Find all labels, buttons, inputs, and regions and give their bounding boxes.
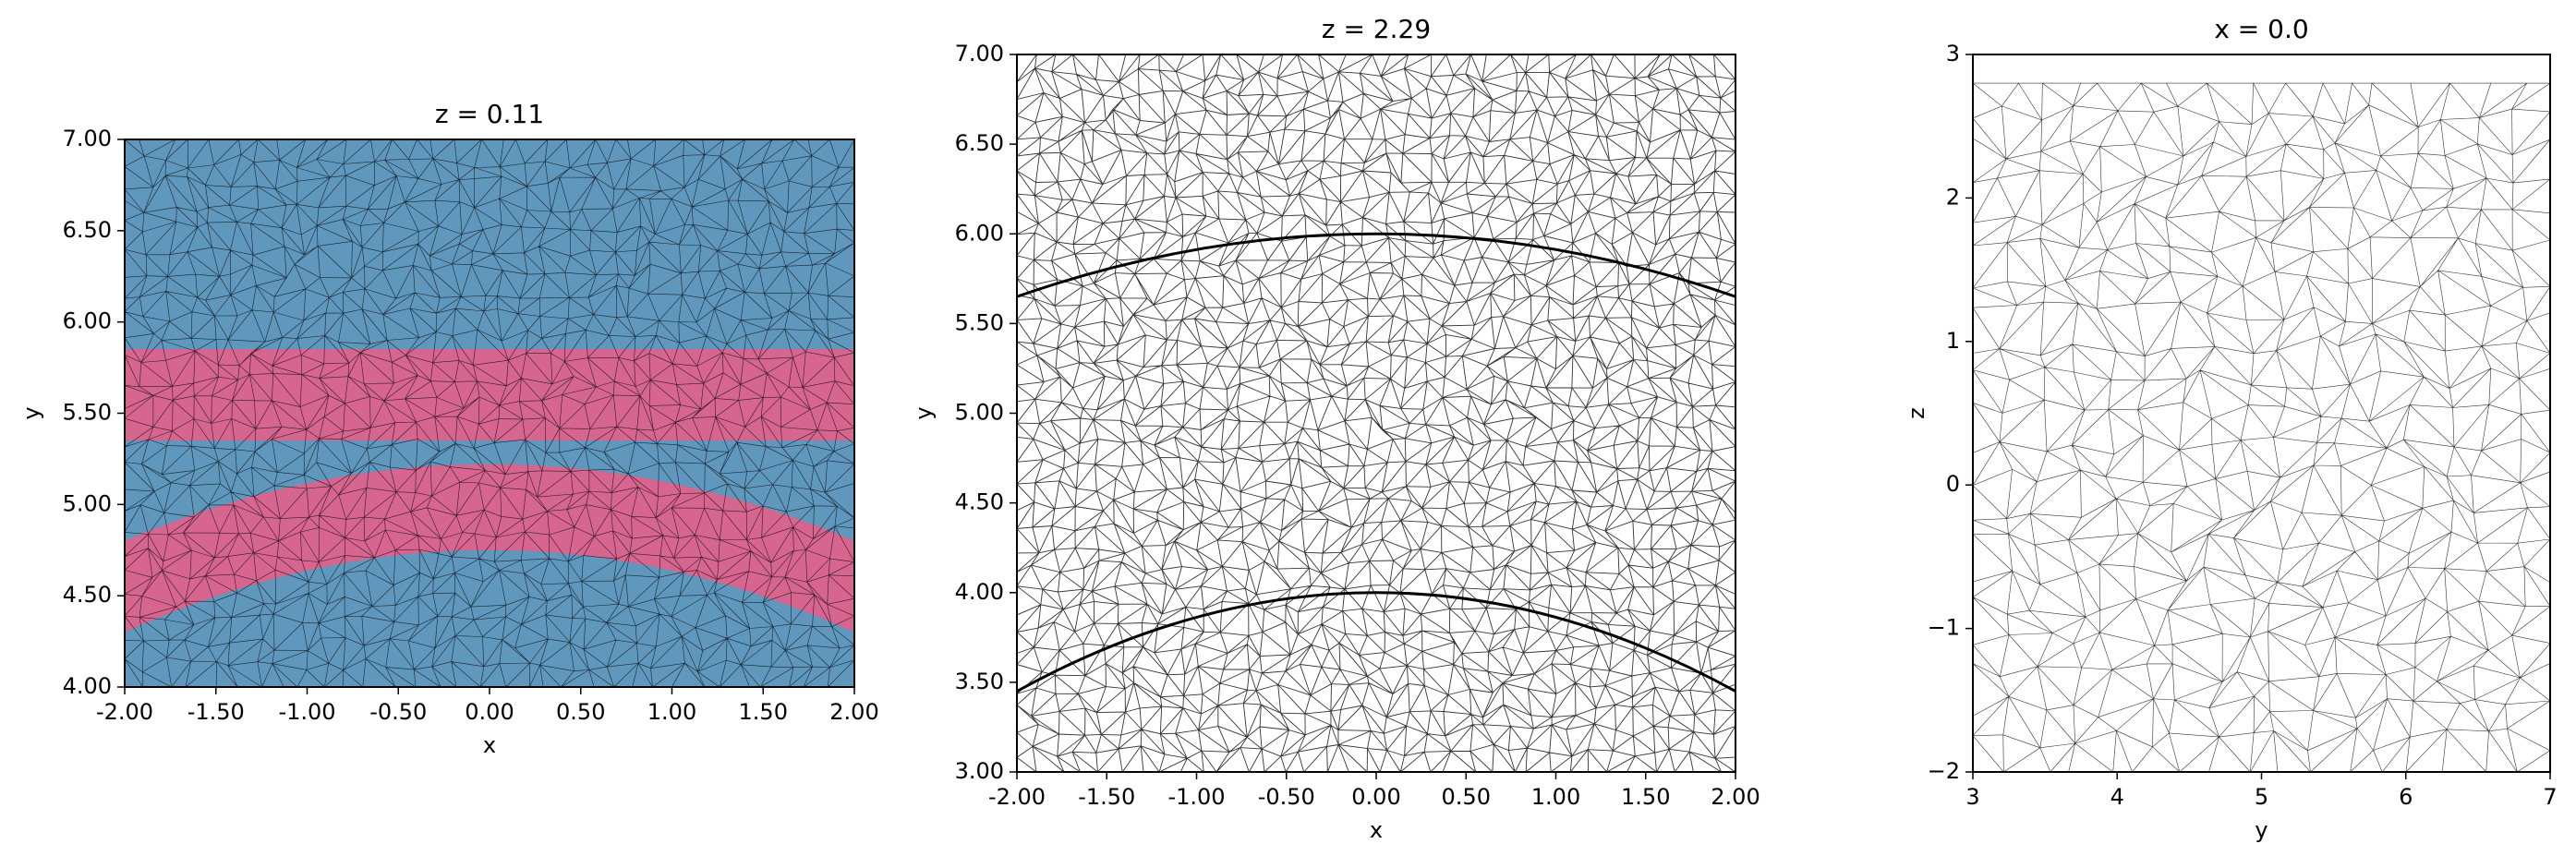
plot-area: [125, 139, 854, 687]
y-tick-label: 5.50: [955, 309, 1004, 335]
y-axis-label: y: [18, 406, 44, 419]
x-axis-label: x: [483, 732, 496, 758]
x-tick-label: 1.50: [1621, 784, 1670, 810]
y-tick-label: 3.50: [955, 669, 1004, 694]
x-tick-label: 5: [2255, 784, 2268, 810]
y-tick-label: 1: [1946, 328, 1960, 354]
y-tick-label: 4.00: [955, 579, 1004, 605]
y-tick-label: 7.00: [955, 41, 1004, 66]
region-curved-band: [125, 464, 854, 633]
x-tick-label: 0.50: [556, 699, 605, 725]
x-tick-label: -0.50: [369, 699, 427, 725]
x-tick-label: -1.50: [1078, 784, 1135, 810]
x-tick-label: 7: [2543, 784, 2557, 810]
chart-title: z = 0.11: [435, 99, 544, 129]
y-tick-label: 6.00: [955, 220, 1004, 246]
panel: -2.00 -1.50 -1.00 -0.50 0.00 0.50 1.00 1.50 2.00…: [18, 99, 879, 758]
y-axis-label: y: [911, 406, 937, 419]
y-tick-label: 6.50: [63, 217, 112, 243]
y-tick-label: 4.00: [63, 673, 112, 699]
x-tick-label: -1.50: [187, 699, 245, 725]
x-tick-label: 3: [1965, 784, 1979, 810]
y-tick-label: 6.50: [955, 130, 1004, 156]
x-tick-label: 2.00: [1711, 784, 1760, 810]
y-tick-label: 5.50: [63, 400, 112, 426]
panel: -2.00 -1.50 -1.00 -0.50 0.00 0.50 1.00 1.50 2.00…: [911, 14, 1760, 843]
x-tick-label: 0.00: [465, 699, 514, 725]
panel: 3 4 5 6 7 −2 −1 0 1 2 3 x = 0.0 y z: [1904, 14, 2558, 843]
interface-curve: [1017, 591, 1735, 693]
x-tick-label: 2.00: [829, 699, 878, 725]
mesh: [1017, 54, 1735, 772]
y-tick-label: −1: [1928, 615, 1960, 641]
y-tick-label: 6.00: [63, 308, 112, 334]
plot-area: [1973, 82, 2550, 772]
y-tick-label: 5.00: [63, 490, 112, 516]
plot-area: [1017, 54, 1735, 772]
x-tick-label: -1.00: [278, 699, 335, 725]
x-axis-label: x: [1370, 817, 1383, 843]
y-tick-label: 3.00: [955, 758, 1004, 784]
interface-curve: [1017, 232, 1735, 298]
y-tick-label: 2: [1946, 184, 1960, 210]
y-tick-label: 3: [1946, 41, 1960, 66]
x-tick-label: 0.50: [1442, 784, 1491, 810]
x-tick-label: -2.00: [96, 699, 153, 725]
chart-title: z = 2.29: [1322, 14, 1431, 44]
mesh: [125, 139, 854, 687]
x-tick-label: 1.00: [1531, 784, 1580, 810]
x-tick-label: -2.00: [988, 784, 1046, 810]
y-tick-label: −2: [1928, 758, 1960, 784]
y-tick-label: 7.00: [63, 126, 112, 151]
y-axis-label: z: [1904, 407, 1929, 419]
x-tick-label: 0.00: [1351, 784, 1400, 810]
x-tick-label: 4: [2110, 784, 2124, 810]
chart-title: x = 0.0: [2214, 14, 2308, 44]
x-tick-label: 1.00: [647, 699, 696, 725]
y-tick-label: 0: [1946, 471, 1960, 497]
y-tick-label: 4.50: [955, 489, 1004, 515]
x-tick-label: 6: [2399, 784, 2413, 810]
x-tick-label: -0.50: [1258, 784, 1315, 810]
x-tick-label: 1.50: [739, 699, 788, 725]
x-tick-label: -1.00: [1167, 784, 1225, 810]
mesh: [1973, 82, 2550, 772]
y-tick-label: 5.00: [955, 400, 1004, 426]
y-tick-label: 4.50: [63, 582, 112, 608]
x-axis-label: y: [2255, 817, 2268, 843]
